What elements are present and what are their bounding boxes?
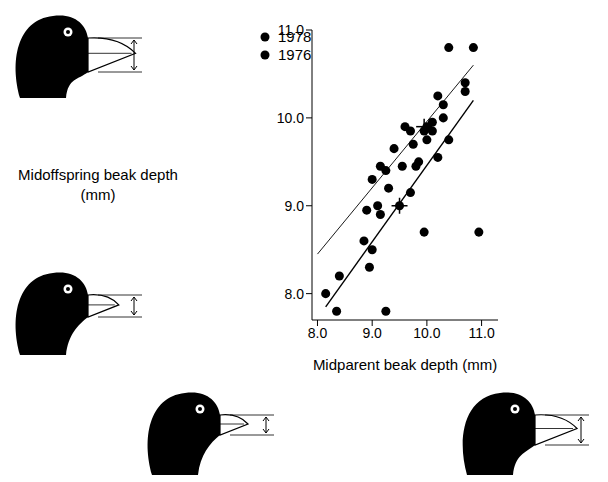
svg-text:9.0: 9.0 (285, 198, 305, 214)
svg-text:11.0: 11.0 (468, 325, 494, 341)
svg-text:10.0: 10.0 (413, 325, 440, 341)
svg-text:9.0: 9.0 (362, 325, 382, 341)
svg-text:Midparent beak depth (mm): Midparent beak depth (mm) (313, 356, 497, 373)
svg-text:11.0: 11.0 (278, 22, 304, 38)
svg-text:8.0: 8.0 (285, 286, 305, 302)
svg-text:8.0: 8.0 (308, 325, 328, 341)
svg-text:10.0: 10.0 (277, 110, 304, 126)
